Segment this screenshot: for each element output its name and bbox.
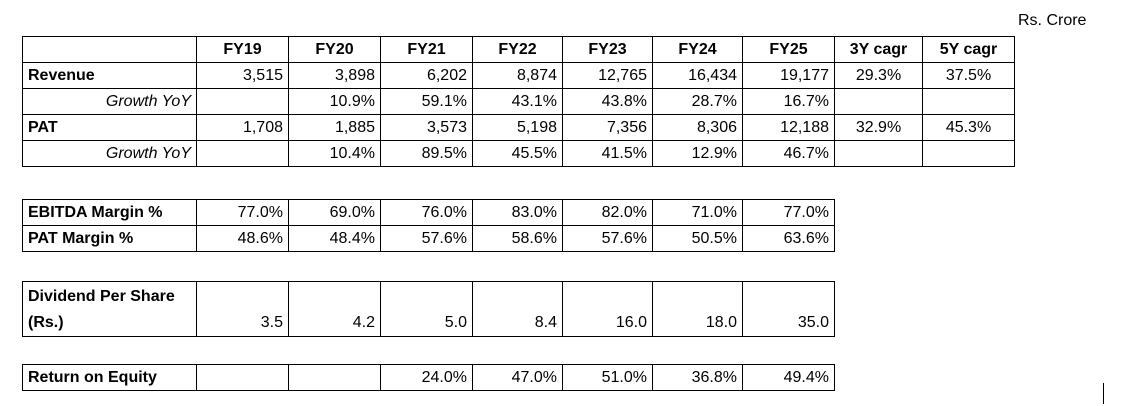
table-cell: 59.1% [380,88,473,115]
table-cell [834,140,923,167]
text-cursor [1103,383,1104,404]
table-cell: 8,874 [472,62,563,89]
table-cell: 36.8% [652,364,743,391]
header-3y-cagr: 3Y cagr [834,36,923,63]
table-cell: 37.5% [922,62,1015,89]
table-cell: 16,434 [652,62,743,89]
pat-margin-row: PAT Margin % 48.6% 48.4% 57.6% 58.6% 57.… [22,225,835,252]
table-cell: 43.1% [472,88,563,115]
table-cell: 51.0% [562,364,653,391]
table-cell: 24.0% [380,364,473,391]
header-fy22: FY22 [472,36,563,63]
table-cell: 45.3% [922,114,1015,141]
header-corner-cell [22,36,197,63]
table-cell: 29.3% [834,62,923,89]
revenue-pat-table: FY19 FY20 FY21 FY22 FY23 FY24 FY25 3Y ca… [22,36,1015,167]
table-cell: 41.5% [562,140,653,167]
table-cell [196,88,289,115]
table-cell: 45.5% [472,140,563,167]
header-fy21: FY21 [380,36,473,63]
table-cell: 57.6% [380,225,473,252]
margins-table: EBITDA Margin % 77.0% 69.0% 76.0% 83.0% … [22,199,835,252]
table-cell: 57.6% [562,225,653,252]
table-cell: 46.7% [742,140,835,167]
table-cell: 3.5 [196,281,289,337]
table-cell: 12,188 [742,114,835,141]
table-cell: 8,306 [652,114,743,141]
table-cell: 16.7% [742,88,835,115]
dividend-label-line1: Dividend Per Share [28,288,175,305]
table-cell: 49.4% [742,364,835,391]
table-cell: 10.9% [288,88,381,115]
table-cell [196,364,289,391]
table-cell: 83.0% [472,199,563,226]
table-cell: 10.4% [288,140,381,167]
table-cell: 12,765 [562,62,653,89]
table-cell [288,364,381,391]
table-cell: 76.0% [380,199,473,226]
header-fy24: FY24 [652,36,743,63]
table-cell: 4.2 [288,281,381,337]
header-fy19: FY19 [196,36,289,63]
table-cell: 8.4 [472,281,563,337]
row-label: Revenue [22,62,197,89]
header-fy20: FY20 [288,36,381,63]
table-cell: 63.6% [742,225,835,252]
table-cell [834,88,923,115]
table-cell: 69.0% [288,199,381,226]
table-cell: 43.8% [562,88,653,115]
row-label: Dividend Per Share (Rs.) [22,281,197,337]
pat-growth-row: Growth YoY 10.4% 89.5% 45.5% 41.5% 12.9%… [22,140,1015,167]
revenue-growth-row: Growth YoY 10.9% 59.1% 43.1% 43.8% 28.7%… [22,88,1015,115]
table-cell: 6,202 [380,62,473,89]
table-cell: 3,898 [288,62,381,89]
table-cell [196,140,289,167]
table-cell: 7,356 [562,114,653,141]
header-fy25: FY25 [742,36,835,63]
roe-row: Return on Equity 24.0% 47.0% 51.0% 36.8%… [22,364,835,391]
unit-label: Rs. Crore [1018,12,1087,29]
table-cell: 5.0 [380,281,473,337]
header-row: FY19 FY20 FY21 FY22 FY23 FY24 FY25 3Y ca… [22,36,1015,63]
row-label: Growth YoY [22,140,197,167]
table-cell: 82.0% [562,199,653,226]
header-fy23: FY23 [562,36,653,63]
table-cell [922,88,1015,115]
ebitda-margin-row: EBITDA Margin % 77.0% 69.0% 76.0% 83.0% … [22,199,835,226]
row-label: PAT [22,114,197,141]
revenue-row: Revenue 3,515 3,898 6,202 8,874 12,765 1… [22,62,1015,89]
table-cell: 3,515 [196,62,289,89]
table-cell: 18.0 [652,281,743,337]
table-cell: 16.0 [562,281,653,337]
header-5y-cagr: 5Y cagr [922,36,1015,63]
table-cell: 32.9% [834,114,923,141]
table-cell: 35.0 [742,281,835,337]
table-cell: 50.5% [652,225,743,252]
table-cell: 5,198 [472,114,563,141]
row-label: PAT Margin % [22,225,197,252]
dividend-table: Dividend Per Share (Rs.) 3.5 4.2 5.0 8.4… [22,281,835,337]
roe-table: Return on Equity 24.0% 47.0% 51.0% 36.8%… [22,364,835,391]
table-cell [922,140,1015,167]
table-cell: 77.0% [196,199,289,226]
table-cell: 58.6% [472,225,563,252]
table-cell: 1,708 [196,114,289,141]
table-cell: 48.6% [196,225,289,252]
dividend-label-line2: (Rs.) [28,314,64,331]
table-cell: 71.0% [652,199,743,226]
pat-row: PAT 1,708 1,885 3,573 5,198 7,356 8,306 … [22,114,1015,141]
table-cell: 28.7% [652,88,743,115]
row-label: EBITDA Margin % [22,199,197,226]
table-cell: 12.9% [652,140,743,167]
table-cell: 77.0% [742,199,835,226]
table-cell: 47.0% [472,364,563,391]
table-cell: 89.5% [380,140,473,167]
row-label: Return on Equity [22,364,197,391]
table-cell: 3,573 [380,114,473,141]
dividend-row: Dividend Per Share (Rs.) 3.5 4.2 5.0 8.4… [22,281,835,337]
table-cell: 1,885 [288,114,381,141]
row-label: Growth YoY [22,88,197,115]
table-cell: 48.4% [288,225,381,252]
table-cell: 19,177 [742,62,835,89]
